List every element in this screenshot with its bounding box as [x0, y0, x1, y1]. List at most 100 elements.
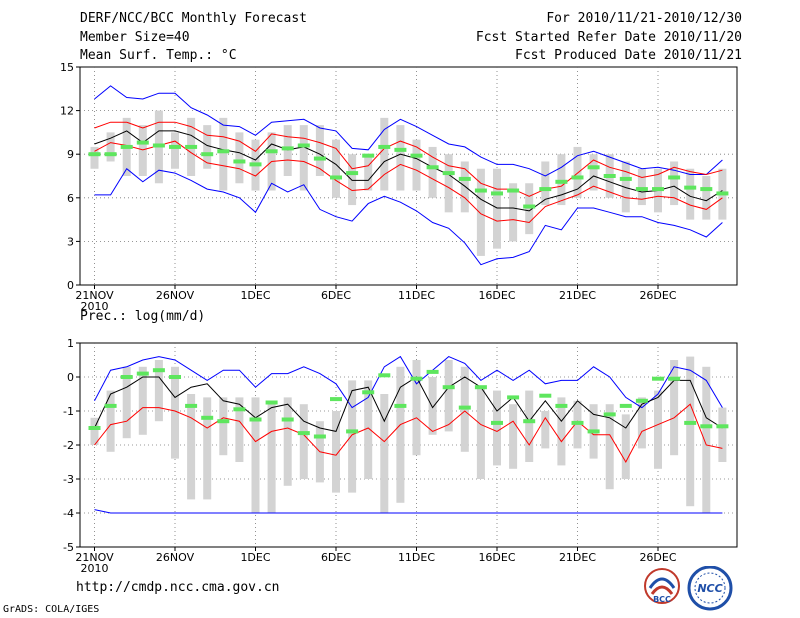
website-url[interactable]: http://cmdp.ncc.cma.gov.cn: [76, 580, 280, 595]
panel-2-ytick-label: 1: [67, 337, 74, 350]
panel-2-ytick-label: -3: [63, 473, 74, 486]
panel-2-range-box: [718, 407, 727, 462]
bcc-logo-text: BCC: [653, 595, 671, 604]
panel-1-median-marker: [458, 176, 471, 181]
panel-1-range-box: [364, 154, 373, 191]
panel-2-range-box: [637, 397, 646, 449]
grads-credit: GrADS: COLA/IGES: [3, 604, 100, 615]
panel-1-xtick-label: 21NOV: [75, 289, 114, 302]
panel-1-range-box: [637, 168, 646, 206]
panel-1-range-box: [589, 154, 598, 191]
panel-1-range-box: [106, 132, 115, 162]
panel-2-ytick-label: -2: [63, 439, 74, 452]
panel-2-range-box: [267, 400, 276, 513]
variable-label: Mean Surf. Temp.: °C: [80, 48, 237, 63]
panel-1-median-marker: [491, 191, 503, 196]
panel-2-lower-line: [94, 403, 723, 464]
panel-1-ytick-label: 6: [67, 192, 74, 205]
panel-1-median-marker: [313, 156, 326, 161]
panel-1-xtick-label: 26NOV: [156, 289, 195, 302]
bcc-logo: BCC: [644, 568, 680, 604]
ncc-logo-text: NCC: [697, 582, 722, 595]
panel-2-range-box: [396, 366, 405, 503]
panel-1-range-box: [203, 125, 212, 169]
panel-1-median-marker: [346, 171, 359, 176]
panel-2-range-box: [251, 397, 260, 513]
panel-2-range-box: [380, 394, 389, 513]
panel-1-range-box: [444, 154, 453, 213]
panel-1-frame: [79, 66, 738, 286]
panel-2-median-marker: [491, 420, 503, 425]
panel-2-median-marker: [136, 371, 149, 376]
panel-1-median-marker: [330, 175, 342, 180]
panel-2-mean-line: [94, 376, 723, 432]
precip-panel-title: Prec.: log(mm/d): [80, 309, 206, 324]
panel-1-range-box: [299, 125, 308, 191]
panel-1-range-box: [332, 139, 340, 198]
panel-2-median-marker: [249, 417, 262, 422]
panel-2-median-marker: [104, 403, 117, 408]
panel-2-median-marker: [410, 376, 423, 381]
panel-1-median-marker: [201, 152, 214, 157]
panel-1-range-box: [380, 117, 389, 191]
panel-1-median-marker: [474, 188, 487, 193]
panel-2-range-box: [428, 377, 437, 435]
panel-2-median-marker: [603, 412, 616, 417]
panel-2-median-marker: [442, 385, 455, 390]
panel-2-median-marker: [362, 390, 375, 395]
panel-2-range-box: [670, 360, 679, 456]
panel-2-median-marker: [330, 397, 342, 402]
panel-1-range-box: [90, 146, 99, 169]
panel-1-upper-line: [94, 121, 723, 197]
panel-1-median-marker: [378, 144, 391, 149]
panel-2-range-box: [364, 380, 373, 479]
panel-2-median-marker: [458, 405, 471, 410]
panel-2-median-marker: [507, 395, 520, 400]
logos: BCC NCC: [644, 566, 733, 611]
panel-2-xtick-label: 1DEC: [240, 551, 270, 564]
panel-1-median-marker: [635, 187, 648, 192]
panel-2-range-box: [106, 390, 115, 452]
panel-2-median-marker: [716, 424, 729, 429]
panel-2-range-box: [90, 417, 99, 445]
panel-1-range-box: [412, 139, 421, 191]
panel-2-ytick-label: 0: [67, 371, 74, 384]
panel-2-range-box: [154, 360, 163, 422]
panel-1-ytick-label: 9: [67, 148, 74, 161]
panel-2-median-marker: [297, 431, 310, 436]
panel-1-median-marker: [652, 187, 664, 192]
panel-1-median-marker: [104, 152, 117, 157]
panel-2-median-marker: [233, 407, 246, 412]
panel-2-median-marker: [587, 429, 600, 434]
panel-2-range-box: [654, 390, 662, 469]
panel-1-median-marker: [619, 176, 632, 181]
forecast-range: For 2010/11/21-2010/12/30: [546, 11, 742, 26]
panel-1-xtick-label: 11DEC: [398, 289, 435, 302]
panel-2-median-marker: [394, 403, 407, 408]
panel-1-median-marker: [152, 143, 165, 148]
panel-2-median-marker: [539, 393, 552, 398]
panel-2-range-box: [541, 411, 550, 449]
panel-2-median-marker: [668, 376, 681, 381]
panel-1-median-marker: [700, 187, 713, 192]
panel-1-range-box: [557, 154, 566, 206]
panel-2-median-marker: [474, 385, 487, 390]
panel-2-range-box: [509, 404, 518, 469]
panel-2-range-box: [299, 404, 308, 479]
panel-2-year-label: 2010: [81, 562, 109, 575]
chart-title: DERF/NCC/BCC Monthly Forecast: [80, 11, 307, 26]
panel-1-range-box: [315, 125, 324, 176]
panel-1-median-marker: [185, 144, 198, 149]
panel-1-range-box: [171, 132, 179, 169]
panel-2-range-box: [138, 366, 147, 435]
panel-1-range-box: [428, 146, 437, 198]
panel-2-xtick-label: 26DEC: [639, 551, 676, 564]
panel-1-median-marker: [410, 153, 423, 158]
panel-1-median-marker: [603, 174, 616, 178]
panel-1-median-marker: [136, 140, 149, 145]
panel-2-range-box: [187, 394, 196, 500]
panel-1-mean-line: [94, 130, 723, 212]
panel-2-median-marker: [265, 400, 278, 405]
panel-1-max-line: [94, 85, 723, 177]
produced-date: Fcst Produced Date 2010/11/21: [515, 48, 742, 63]
